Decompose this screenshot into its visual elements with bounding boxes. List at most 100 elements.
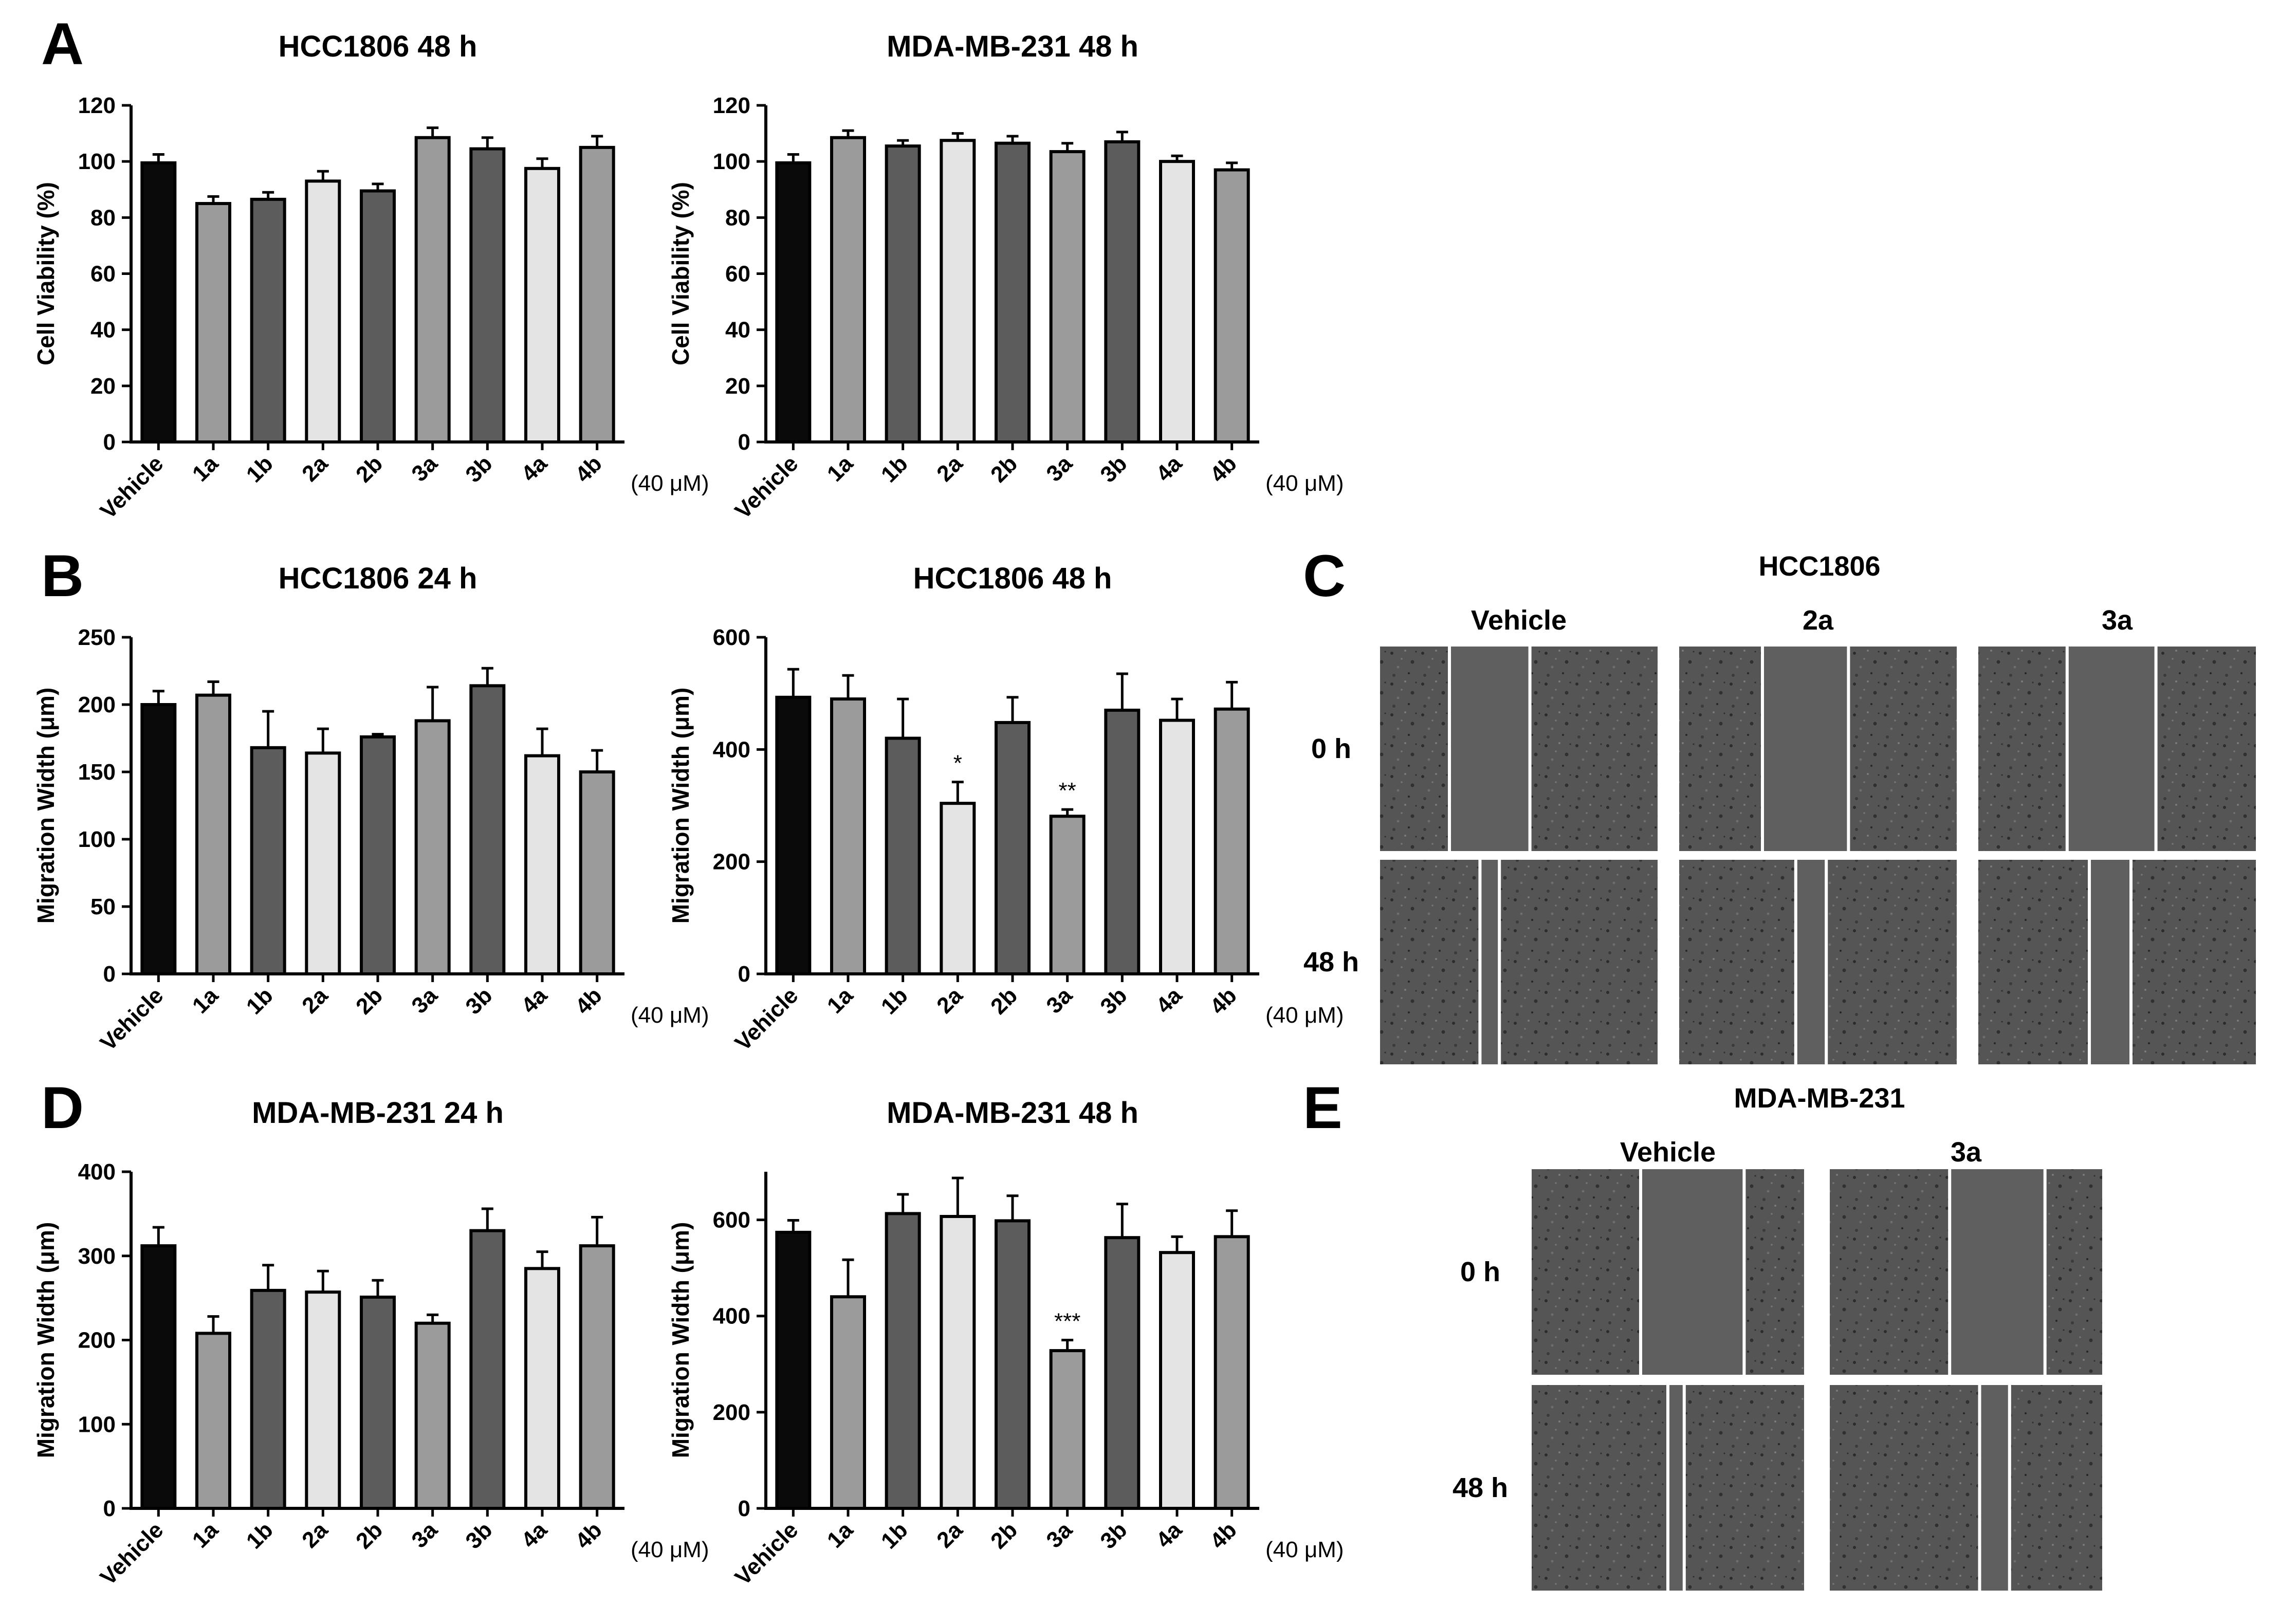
x-tick-label: 1b (242, 1517, 278, 1554)
wound-gap (1950, 1169, 2045, 1375)
bar-1b (885, 1212, 921, 1510)
bar-3a (1049, 815, 1086, 976)
bar-4a (1159, 718, 1195, 975)
bar-vehicle (140, 161, 177, 444)
bar-1b (250, 197, 286, 444)
chart-title: MDA-MB-231 48 h (887, 30, 1138, 63)
micrograph-image (1978, 860, 2256, 1064)
panel-letter-b: B (41, 543, 84, 609)
bar-2a (305, 179, 341, 444)
bar-3a (414, 719, 451, 975)
bar-3a (1049, 150, 1086, 444)
x-tick-label: 1b (876, 1517, 913, 1554)
x-tick-label: 1a (822, 1517, 858, 1553)
wound-gap (2067, 647, 2156, 851)
concentration-label: (40 μM) (1265, 1537, 1344, 1562)
x-tick-label: 2b (986, 1517, 1022, 1554)
micrograph-image (1532, 1385, 1804, 1591)
y-tick-label: 200 (78, 692, 116, 717)
x-tick-label: 1b (876, 451, 913, 487)
bar-1b (250, 746, 286, 975)
x-tick-label: Vehicle (730, 451, 803, 524)
bar-3a (1049, 1349, 1086, 1510)
x-tick-label: 2b (986, 451, 1022, 487)
wound-gap (1979, 1385, 2010, 1591)
y-tick-label: 0 (103, 430, 116, 455)
y-axis-label: Cell Viability (%) (32, 182, 59, 365)
y-axis-label: Migration Width (μm) (667, 688, 694, 924)
micrograph-image (1679, 860, 1957, 1064)
y-tick-label: 100 (78, 1412, 116, 1437)
panel-letter-c: C (1303, 543, 1346, 609)
y-tick-label: 200 (713, 1400, 750, 1425)
micrograph-column-label: 3a (1951, 1137, 1982, 1168)
bar-2b (995, 141, 1031, 444)
micrograph-panel-title: HCC1806 (1758, 551, 1880, 582)
micrograph-column-label: Vehicle (1471, 605, 1567, 636)
bar-2a (305, 751, 341, 975)
x-tick-label: 1a (188, 451, 224, 487)
y-tick-label: 80 (725, 205, 750, 230)
micrograph-column-label: Vehicle (1620, 1137, 1716, 1168)
micrograph-row-label: 0 h (1311, 733, 1351, 764)
x-tick-label: 4a (517, 1517, 553, 1553)
bar-4b (579, 1244, 615, 1510)
x-tick-label: 4b (1205, 983, 1242, 1019)
panel-c-wound-healing-hcc1806: HCC1806 Vehicle 2a 3a 0 h 48 h (1303, 551, 2256, 1064)
y-tick-label: 20 (725, 374, 750, 399)
concentration-label: (40 μM) (631, 1003, 709, 1028)
x-tick-label: 3b (1095, 1517, 1132, 1554)
micrograph-image (1679, 647, 1957, 851)
y-tick-label: 120 (713, 93, 750, 118)
concentration-label: (40 μM) (1265, 471, 1344, 496)
y-tick-label: 50 (90, 894, 116, 919)
bar-4b (579, 145, 615, 444)
x-tick-label: 3b (461, 983, 497, 1019)
bar-2a (940, 1215, 976, 1510)
y-tick-label: 200 (713, 850, 750, 875)
y-tick-label: 400 (78, 1159, 116, 1185)
x-tick-label: 4a (517, 983, 553, 1019)
bar-vehicle (775, 695, 812, 975)
y-tick-label: 200 (78, 1328, 116, 1353)
x-tick-label: 3b (1095, 451, 1132, 487)
cell-monolayer (1380, 860, 1658, 1064)
y-tick-label: 120 (78, 93, 116, 118)
x-tick-label: 3b (461, 1517, 497, 1554)
chart-mda-migration-24h: MDA-MB-231 24 h Migration Width (μm) 0 100 2… (32, 1096, 709, 1590)
significance-marker: *** (1054, 1309, 1080, 1334)
y-tick-label: 150 (78, 760, 116, 785)
y-tick-label: 0 (738, 430, 750, 455)
bar-2b (360, 1295, 396, 1510)
chart-mda-migration-48h: MDA-MB-231 48 h Migration Width (μm) 0 200 4… (667, 1096, 1344, 1590)
y-tick-label: 80 (90, 205, 116, 230)
bar-3b (1104, 1236, 1141, 1510)
x-tick-label: Vehicle (730, 1517, 803, 1590)
micrograph-panel-title: MDA-MB-231 (1734, 1083, 1905, 1114)
x-tick-label: 2b (986, 983, 1022, 1019)
x-tick-label: 2a (297, 451, 333, 487)
bar-3b (1104, 140, 1141, 444)
x-tick-label: Vehicle (96, 1517, 169, 1590)
micrograph-column-label: 2a (1803, 605, 1834, 636)
bar-3a (414, 136, 451, 444)
bar-1a (195, 202, 231, 444)
bar-1a (195, 693, 231, 976)
chart-hcc1806-migration-48h: HCC1806 48 h Migration Width (μm) 0 200 400 6… (667, 562, 1344, 1056)
x-tick-label: 3a (407, 1517, 443, 1553)
bar-4a (524, 754, 560, 976)
x-tick-label: 1a (188, 1517, 224, 1553)
x-tick-label: 3b (1095, 983, 1132, 1019)
bar-2b (995, 1219, 1031, 1510)
y-tick-label: 0 (738, 1496, 750, 1521)
y-tick-label: 0 (103, 1496, 116, 1521)
bar-2a (940, 139, 976, 444)
y-tick-label: 600 (713, 625, 750, 650)
bar-1b (885, 736, 921, 975)
significance-marker: * (953, 751, 962, 776)
bar-1a (830, 697, 866, 976)
bar-2a (940, 802, 976, 975)
bar-2b (995, 721, 1031, 976)
micrograph-row-label: 0 h (1460, 1257, 1500, 1287)
